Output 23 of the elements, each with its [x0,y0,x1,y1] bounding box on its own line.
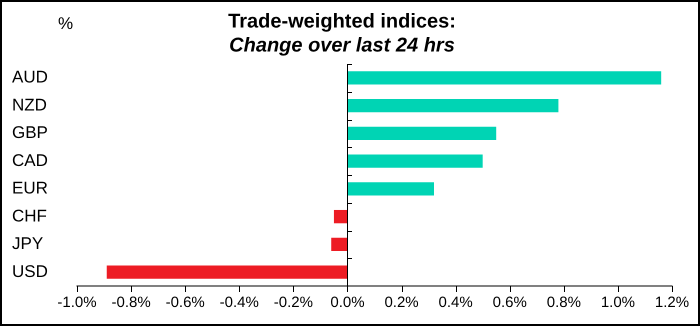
y-axis-title: % [58,14,74,34]
x-tick-label: -0.4% [220,294,259,312]
y-tick-label: USD [12,262,48,281]
x-tick-label: -0.6% [166,294,205,312]
y-tick-label: CAD [12,150,48,170]
y-tick-label: GBP [12,123,48,142]
x-tick-label: 0.4% [438,294,473,312]
chart-title: Trade-weighted indices: [228,10,456,33]
x-tick-label: 1.2% [654,294,690,312]
y-tick-label: CHF [12,206,47,226]
x-tick-label: -0.2% [274,294,313,312]
y-tick-label: NZD [12,95,47,114]
x-tick-label: -1.0% [57,294,97,312]
x-tick-label: 0.6% [492,294,527,312]
y-tick-label: EUR [12,178,48,198]
chart-subtitle: Change over last 24 hrs [229,34,455,57]
y-tick-label: JPY [12,234,44,254]
x-tick-label: 0.2% [384,294,419,312]
x-tick-label: 0.0% [330,294,365,312]
x-tick-label: 0.8% [546,294,581,312]
y-tick-label: AUD [12,68,48,87]
x-tick-label: 1.0% [600,294,636,312]
x-tick-label: -0.8% [111,294,151,312]
